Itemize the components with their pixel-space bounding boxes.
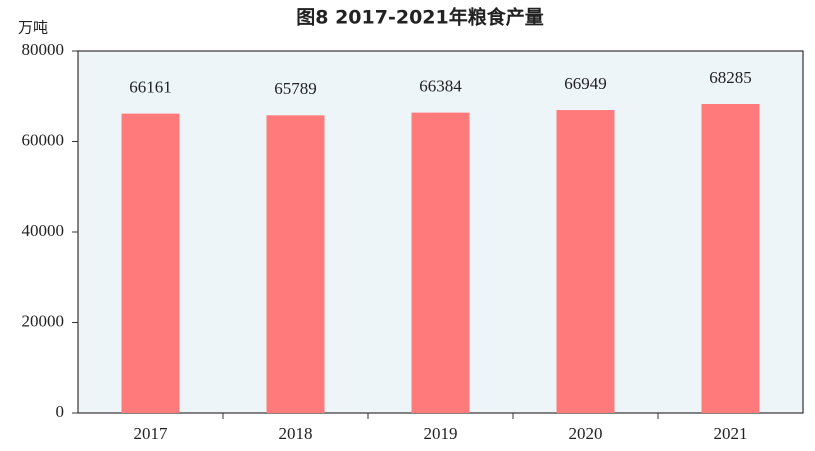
y-tick-label: 20000 xyxy=(22,311,65,330)
bar xyxy=(266,115,325,413)
bar xyxy=(701,104,760,413)
chart-title: 图8 2017-2021年粮食产量 xyxy=(296,6,543,29)
x-tick-label: 2020 xyxy=(569,424,603,443)
bar xyxy=(556,110,615,413)
x-tick-label: 2018 xyxy=(279,424,313,443)
y-tick-label: 0 xyxy=(56,402,65,421)
data-label: 65789 xyxy=(274,79,317,98)
data-label: 66384 xyxy=(419,77,462,96)
x-tick-label: 2021 xyxy=(714,424,748,443)
x-tick-label: 2019 xyxy=(424,424,458,443)
y-tick-label: 60000 xyxy=(22,130,65,149)
data-label: 68285 xyxy=(709,68,752,87)
bar xyxy=(411,112,470,413)
data-label: 66161 xyxy=(129,78,172,97)
data-label: 66949 xyxy=(564,74,607,93)
y-axis-label: 万吨 xyxy=(18,19,48,37)
x-tick-label: 2017 xyxy=(134,424,169,443)
bar xyxy=(121,113,180,414)
y-tick-label: 80000 xyxy=(22,40,65,59)
y-tick-label: 40000 xyxy=(22,221,65,240)
